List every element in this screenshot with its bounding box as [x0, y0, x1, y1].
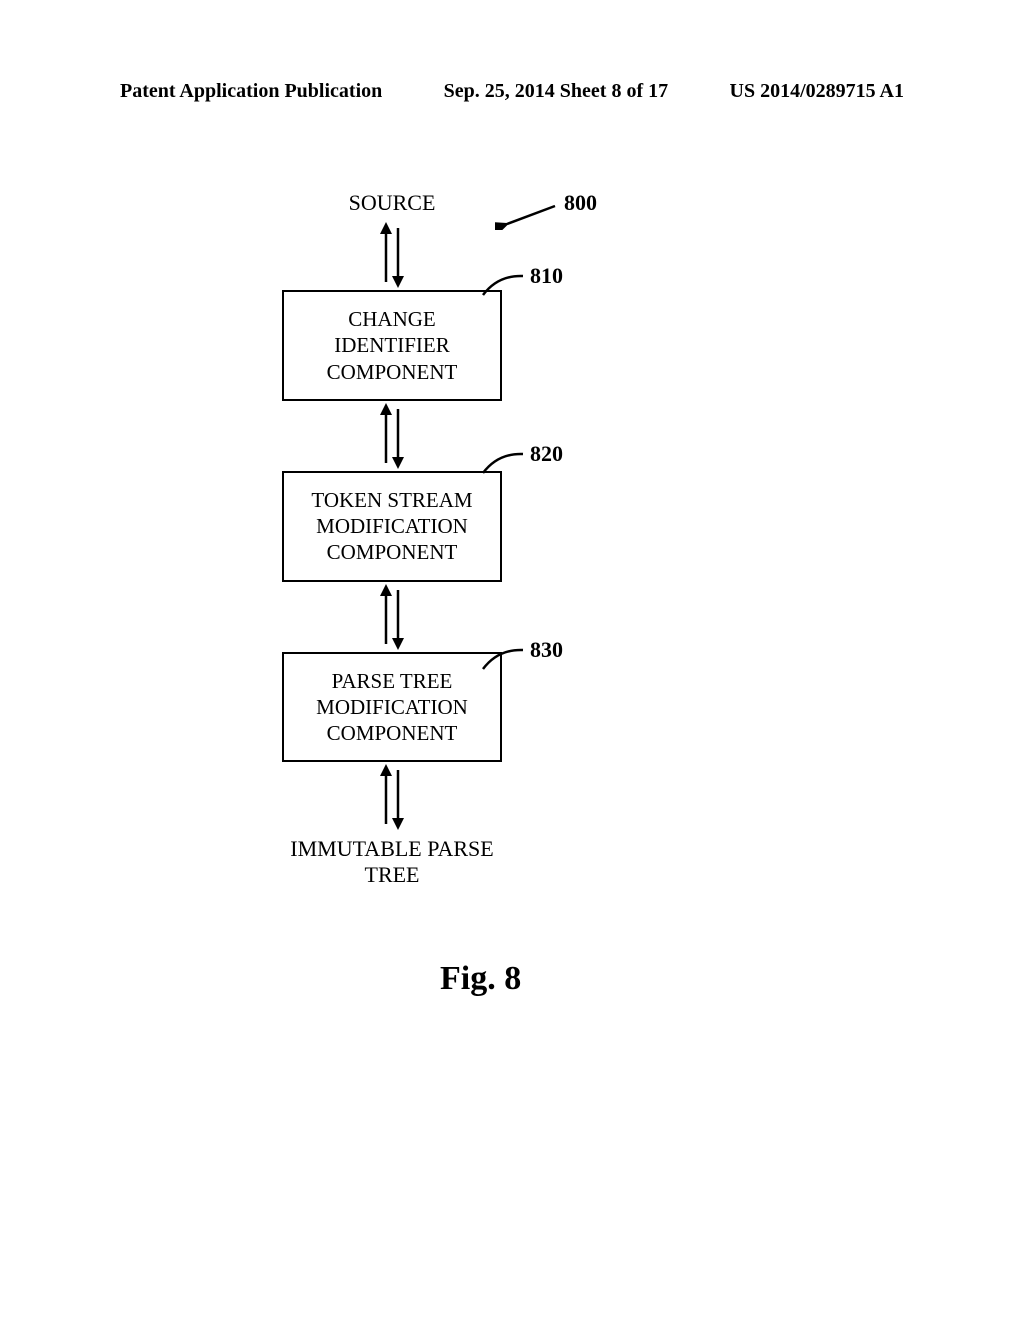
connector-0 — [272, 220, 512, 290]
leader-820 — [478, 448, 528, 478]
immutable-parse-tree-label: IMMUTABLE PARSE TREE — [272, 836, 512, 888]
box-token-stream: TOKEN STREAM MODIFICATION COMPONENT — [282, 471, 502, 582]
ref-820: 820 — [530, 441, 563, 467]
ref-800: 800 — [564, 190, 597, 216]
page-header: Patent Application Publication Sep. 25, … — [0, 80, 1024, 103]
source-label: SOURCE — [272, 190, 512, 216]
header-center: Sep. 25, 2014 Sheet 8 of 17 — [444, 80, 668, 103]
flowchart-stack: SOURCE CHAN — [272, 190, 512, 888]
box-change-identifier: CHANGE IDENTIFIER COMPONENT — [282, 290, 502, 401]
box-text: CHANGE IDENTIFIER COMPONENT — [327, 307, 458, 384]
header-right: US 2014/0289715 A1 — [730, 80, 904, 103]
connector-2 — [272, 582, 512, 652]
figure-caption: Fig. 8 — [440, 960, 521, 998]
header-left: Patent Application Publication — [120, 80, 382, 103]
leader-830 — [478, 644, 528, 674]
connector-3 — [272, 762, 512, 832]
connector-1 — [272, 401, 512, 471]
box-parse-tree: PARSE TREE MODIFICATION COMPONENT — [282, 652, 502, 763]
box-text: TOKEN STREAM MODIFICATION COMPONENT — [311, 488, 472, 565]
box-text: PARSE TREE MODIFICATION COMPONENT — [316, 669, 468, 746]
ref-830: 830 — [530, 637, 563, 663]
leader-810 — [478, 270, 528, 300]
ref-810: 810 — [530, 263, 563, 289]
